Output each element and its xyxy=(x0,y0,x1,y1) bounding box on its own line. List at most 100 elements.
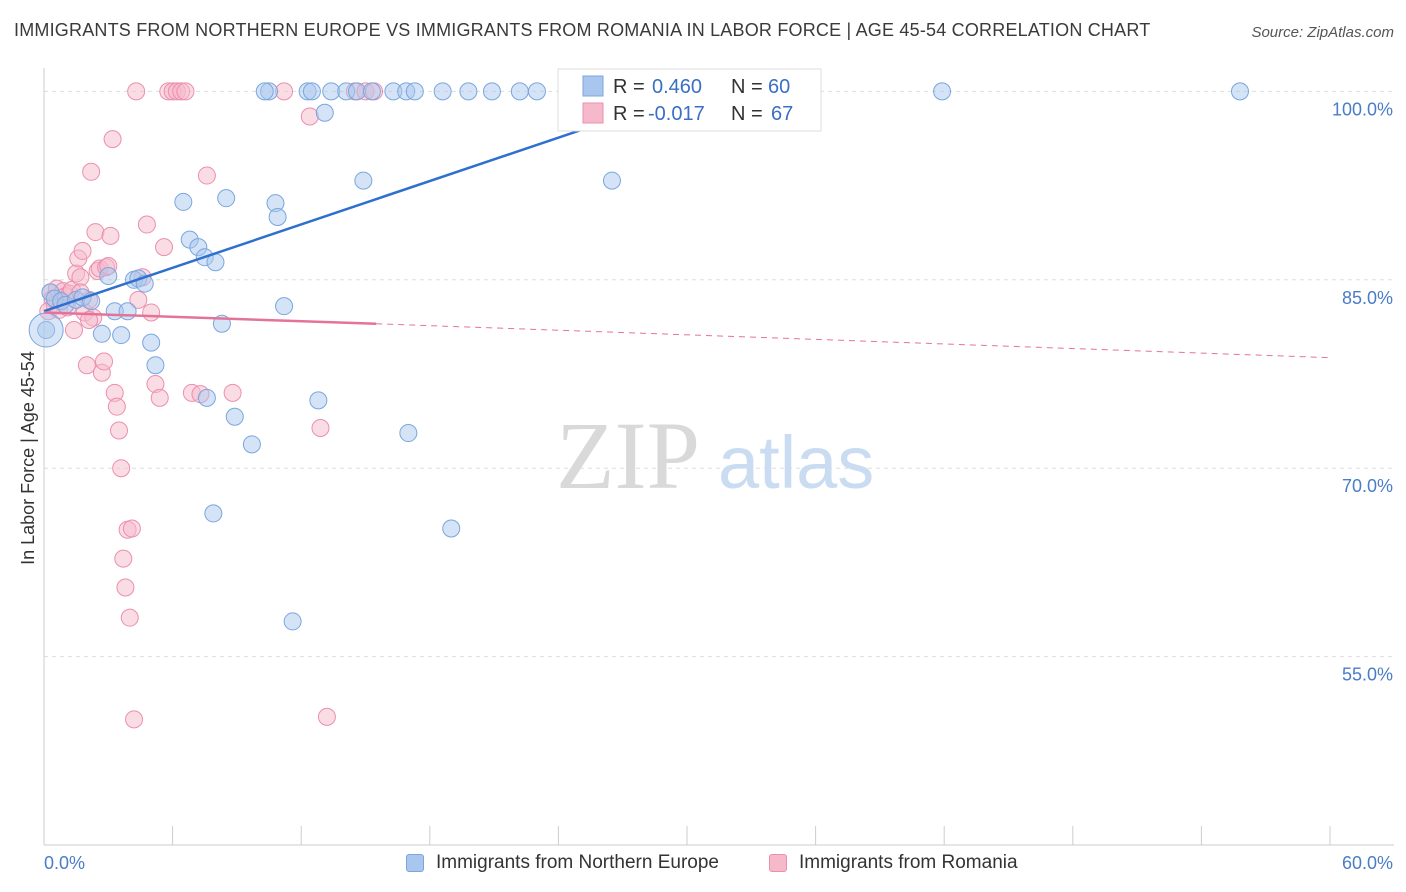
romania-point xyxy=(137,215,156,234)
northern-europe-point xyxy=(118,302,137,321)
legend-blue-n-label: N = xyxy=(731,76,763,98)
x-tick-label-min: 0.0% xyxy=(44,853,85,873)
romania-point xyxy=(107,397,126,416)
romania-point xyxy=(77,356,96,375)
legend-item-romania[interactable]: Immigrants from Romania xyxy=(769,852,1018,874)
legend-item-northern-europe[interactable]: Immigrants from Northern Europe xyxy=(406,852,719,874)
romania-point xyxy=(80,310,99,329)
northern-europe-point xyxy=(459,82,478,101)
romania-point xyxy=(223,383,242,402)
legend-swatch-blue xyxy=(406,854,424,872)
y-tick-label: 100.0% xyxy=(1332,99,1393,119)
northern-europe-point xyxy=(399,424,418,443)
romania-point xyxy=(120,608,139,627)
romania-point xyxy=(125,710,144,729)
northern-europe-point xyxy=(482,82,501,101)
romania-point xyxy=(142,303,161,322)
northern-europe-point xyxy=(217,189,236,208)
northern-europe-point xyxy=(354,171,373,190)
legend-pink-n-label: N = xyxy=(731,103,763,125)
trend-line-romania-extrapolated xyxy=(376,323,1331,359)
romania-point xyxy=(110,421,129,440)
northern-europe-point xyxy=(275,297,294,316)
northern-europe-point xyxy=(527,82,546,101)
legend-pink-r-label: R = xyxy=(613,103,645,125)
northern-europe-point xyxy=(309,391,328,410)
romania-point xyxy=(82,162,101,181)
romania-point xyxy=(112,459,131,478)
northern-europe-point xyxy=(602,171,621,190)
northern-europe-point-large xyxy=(28,312,64,348)
romania-point xyxy=(65,321,84,340)
y-tick-label: 70.0% xyxy=(1342,476,1393,496)
northern-europe-point xyxy=(142,333,161,352)
y-tick-label: 85.0% xyxy=(1342,288,1393,308)
romania-point xyxy=(114,549,133,568)
northern-europe-point xyxy=(255,82,274,101)
legend-label-romania: Immigrants from Romania xyxy=(799,852,1018,873)
trend-line-romania xyxy=(43,311,377,326)
legend-pink-swatch xyxy=(582,102,604,124)
romania-point xyxy=(86,223,105,242)
northern-europe-point xyxy=(322,82,341,101)
romania-point xyxy=(311,419,330,438)
legend-pink-r-value: -0.017 xyxy=(648,103,705,125)
northern-europe-point xyxy=(302,82,321,101)
northern-europe-point xyxy=(362,82,381,101)
legend-pink-n-value: 67 xyxy=(771,103,793,125)
northern-europe-point xyxy=(405,82,424,101)
x-tick-label-max: 60.0% xyxy=(1342,853,1393,873)
watermark: ZIP atlas xyxy=(556,402,874,509)
romania-point xyxy=(101,226,120,245)
romania-point xyxy=(197,166,216,185)
legend-blue-n-value: 60 xyxy=(768,76,790,98)
northern-europe-point xyxy=(225,407,244,426)
romania-point xyxy=(116,578,135,597)
northern-europe-point xyxy=(933,82,952,101)
northern-europe-point xyxy=(204,504,223,523)
watermark-atlas: atlas xyxy=(718,421,874,504)
northern-europe-point xyxy=(442,519,461,538)
northern-europe-point xyxy=(347,82,366,101)
y-tick-labels: 55.0% 70.0% 85.0% 100.0% xyxy=(1332,99,1393,684)
romania-point xyxy=(300,107,319,126)
romania-point xyxy=(73,241,92,260)
northern-europe-point xyxy=(242,435,261,454)
grid-lines xyxy=(44,90,1394,658)
northern-europe-point xyxy=(92,324,111,343)
romania-point xyxy=(176,82,195,101)
romania-point xyxy=(275,82,294,101)
northern-europe-point xyxy=(197,388,216,407)
y-axis-label: In Labor Force | Age 45-54 xyxy=(18,351,38,565)
series-northern-europe-points xyxy=(28,82,1249,631)
legend-label-northern-europe: Immigrants from Northern Europe xyxy=(436,852,719,873)
northern-europe-point xyxy=(146,356,165,375)
series-legend: Immigrants from Northern Europe Immigran… xyxy=(0,852,1406,880)
legend-blue-r-label: R = xyxy=(613,76,645,98)
legend-blue-swatch xyxy=(582,75,604,97)
northern-europe-point xyxy=(510,82,529,101)
northern-europe-point xyxy=(1230,82,1249,101)
romania-point xyxy=(129,290,148,309)
northern-europe-point xyxy=(268,208,287,226)
romania-point xyxy=(155,238,174,257)
northern-europe-point xyxy=(283,612,302,631)
romania-point xyxy=(122,519,141,538)
romania-point xyxy=(71,268,90,287)
romania-point xyxy=(150,388,169,407)
legend-blue-r-value: 0.460 xyxy=(652,76,702,98)
romania-point xyxy=(127,82,146,101)
northern-europe-point xyxy=(433,82,452,101)
romania-point xyxy=(95,352,114,371)
romania-point xyxy=(103,130,122,149)
northern-europe-point xyxy=(315,103,334,122)
axes xyxy=(43,68,1394,846)
northern-europe-point xyxy=(99,267,118,286)
romania-point xyxy=(317,707,336,726)
chart-title: IMMIGRANTS FROM NORTHERN EUROPE VS IMMIG… xyxy=(14,20,1151,40)
northern-europe-point xyxy=(112,326,131,345)
northern-europe-point xyxy=(174,192,193,211)
northern-europe-point xyxy=(37,321,56,340)
legend-swatch-pink xyxy=(769,854,787,872)
